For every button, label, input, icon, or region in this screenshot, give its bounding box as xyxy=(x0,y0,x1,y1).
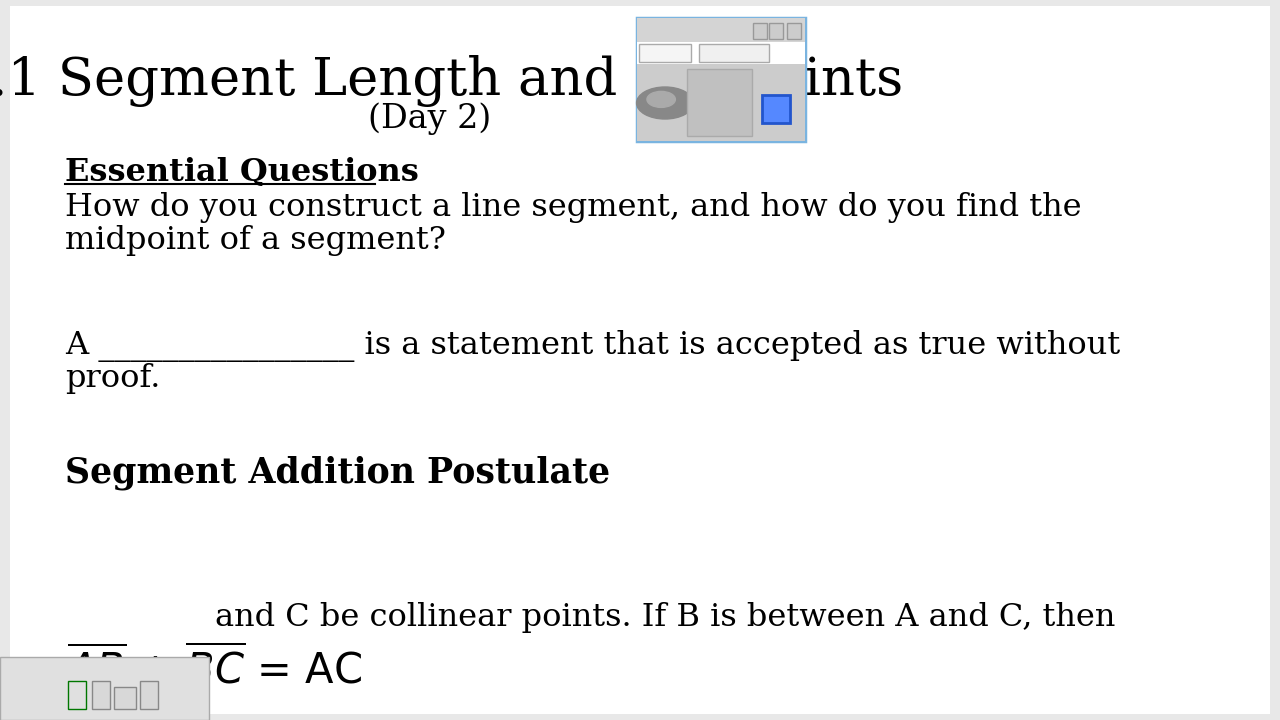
Text: Segment Addition Postulate: Segment Addition Postulate xyxy=(65,455,611,490)
Text: 1.1 Segment Length and Midpoints: 1.1 Segment Length and Midpoints xyxy=(0,55,904,107)
Text: 1 of 6: 1 of 6 xyxy=(15,657,52,670)
Text: Essential Questions: Essential Questions xyxy=(65,157,419,188)
Text: −: − xyxy=(755,22,764,32)
Text: midpoint of a segment?: midpoint of a segment? xyxy=(65,225,445,256)
Text: □: □ xyxy=(771,22,781,32)
Text: How do you construct a line segment, and how do you find the: How do you construct a line segment, and… xyxy=(65,192,1082,223)
Text: A ________________ is a statement that is accepted as true without: A ________________ is a statement that i… xyxy=(65,330,1120,362)
Text: Menu: Menu xyxy=(644,44,675,54)
Text: X: X xyxy=(790,22,797,32)
Text: 0:00:00: 0:00:00 xyxy=(709,44,758,57)
Text: and C be collinear points. If B is between A and C, then: and C be collinear points. If B is betwe… xyxy=(215,602,1115,633)
Text: proof.: proof. xyxy=(65,363,160,394)
Text: (Day 2): (Day 2) xyxy=(369,102,492,135)
Text: $\overline{AB}$ + $\overline{BC}$ = AC: $\overline{AB}$ + $\overline{BC}$ = AC xyxy=(65,645,362,692)
Text: ▐▐: ▐▐ xyxy=(69,689,84,699)
Text: Initiali...: Initiali... xyxy=(659,21,709,34)
